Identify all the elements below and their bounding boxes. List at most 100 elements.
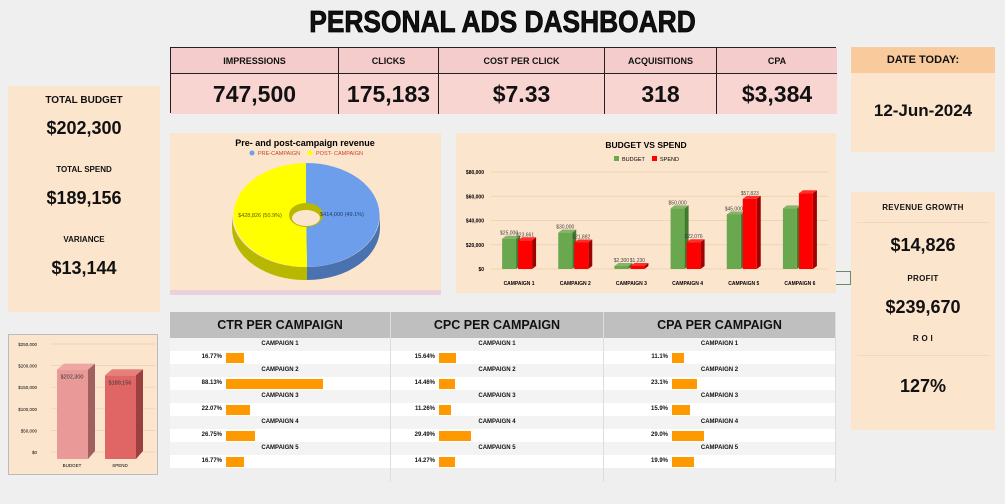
table-row-label: CAMPAIGN 1: [604, 338, 835, 351]
date-label: DATE TODAY:: [851, 47, 995, 73]
row-value: 11.1%: [651, 354, 668, 360]
bar-label: $30,000: [556, 225, 574, 231]
bar-budget: [558, 232, 573, 269]
row-value: 29.0%: [650, 432, 668, 438]
bar-spend: [686, 242, 701, 269]
row-bar: [672, 405, 690, 415]
row-value: 88.13%: [201, 380, 222, 386]
bar-top: [798, 190, 817, 194]
kpi-value-cpa: $3,384: [717, 74, 837, 114]
table-row-label: CAMPAIGN 5: [391, 442, 603, 455]
table-row: 22.07%: [170, 403, 390, 416]
y-tick: $50,000: [21, 428, 38, 433]
y-tick: $150,000: [18, 385, 37, 390]
bar-label: $25,000: [500, 231, 518, 237]
variance-label: VARIANCE: [63, 235, 105, 244]
row-bar: [672, 379, 698, 389]
bar-side: [532, 237, 537, 269]
bar-spend: [574, 242, 589, 269]
bar-label: $57,823: [741, 191, 759, 197]
row-bar: [226, 405, 251, 415]
row-value: 14.27%: [414, 458, 435, 464]
revenue-pie-chart: Pre- and post-campaign revenue PRE-CAMPA…: [170, 133, 441, 295]
table-row: 14.27%: [391, 455, 603, 468]
table-row-label: CAMPAIGN 2: [170, 364, 390, 377]
x-tick: SPEND: [112, 463, 128, 468]
pie-side-post: [232, 215, 307, 281]
bar-side: [136, 369, 143, 459]
bar-label: $2,300: [614, 258, 630, 264]
table-row-label: CAMPAIGN 4: [604, 416, 835, 429]
connector-line: [836, 271, 851, 285]
table-2: CPA PER CAMPAIGN CAMPAIGN 1 11.1% CAMPAIGN…: [604, 312, 836, 482]
legend-budget: BUDGET: [622, 157, 646, 163]
bar-budget: [726, 214, 741, 269]
kpi-value-cpc: $7.33: [439, 74, 605, 114]
kpi-label-cpa: CPA: [717, 48, 837, 74]
kpi-label-impressions: IMPRESSIONS: [171, 48, 339, 74]
row-bar: [672, 353, 685, 363]
y-tick: $80,000: [466, 170, 484, 176]
y-tick: $100,000: [18, 407, 37, 412]
kpi-value-clicks: 175,183: [339, 74, 439, 114]
revenue-summary-panel: REVENUE GROWTH $14,826 PROFIT $239,670 R…: [851, 192, 995, 430]
row-value: 19.9%: [650, 458, 668, 464]
table-row-label: CAMPAIGN 2: [391, 364, 603, 377]
legend-pre-marker: [249, 150, 255, 156]
bar-spend: [630, 266, 645, 269]
bar-budget: [614, 266, 629, 269]
bar-spend: [798, 193, 813, 269]
bar-top: [630, 263, 649, 266]
bar-side: [88, 363, 95, 459]
profit-label: PROFIT: [907, 274, 939, 283]
row-value: 22.07%: [201, 406, 222, 412]
table-row-label: CAMPAIGN 5: [604, 442, 835, 455]
legend-post: POST- CAMPAIGN: [316, 151, 363, 157]
roi-value: 127%: [899, 376, 947, 396]
bar-top: [614, 263, 633, 266]
y-tick: $20,000: [466, 243, 484, 249]
bar-top: [670, 205, 689, 209]
table-row: 11.26%: [391, 403, 603, 416]
row-value: 14.46%: [414, 380, 435, 386]
row-bar: [439, 431, 472, 441]
bar-side: [812, 190, 817, 269]
kpi-label-acquisitions: ACQUISITIONS: [605, 48, 717, 74]
total-spend-value: $189,156: [46, 188, 122, 208]
x-tick: BUDGET: [63, 463, 82, 468]
bar-top: [742, 195, 761, 199]
bar-label: $22,076: [685, 234, 703, 240]
table-row-label: CAMPAIGN 1: [170, 338, 390, 351]
table-row: 14.46%: [391, 377, 603, 390]
bar-label: $23,661: [516, 232, 534, 238]
row-bar: [439, 353, 457, 363]
campaign-tables: CTR PER CAMPAIGN CAMPAIGN 1 16.77% CAMPAIG…: [170, 312, 836, 482]
bar-top: [57, 363, 95, 370]
date-panel: DATE TODAY: 12-Jun-2024: [851, 47, 995, 152]
table-title: CTR PER CAMPAIGN: [170, 312, 390, 338]
pie-side-pre: [307, 215, 380, 280]
x-tick: CAMPAIGN 5: [728, 281, 759, 287]
table-row: 15.9%: [604, 403, 835, 416]
table-row-label: CAMPAIGN 3: [391, 390, 603, 403]
table-row-label: CAMPAIGN 1: [391, 338, 603, 351]
total-budget-value: $202,300: [46, 118, 122, 138]
y-tick: $0: [478, 267, 484, 273]
table-row-label: CAMPAIGN 4: [170, 416, 390, 429]
pie-title: Pre- and post-campaign revenue: [235, 138, 375, 148]
legend-spend-marker: [652, 156, 657, 161]
total-budget-label: TOTAL BUDGET: [45, 95, 123, 106]
row-value: 15.64%: [414, 354, 435, 360]
x-tick: CAMPAIGN 6: [784, 281, 815, 287]
table-row-label: CAMPAIGN 5: [170, 442, 390, 455]
bar-spend: [742, 198, 757, 269]
row-bar: [226, 431, 256, 441]
table-title: CPC PER CAMPAIGN: [391, 312, 603, 338]
bar-side: [644, 263, 649, 269]
pie-slice-post: [233, 163, 307, 268]
bar-side: [588, 239, 593, 269]
row-value: 11.26%: [414, 406, 435, 412]
revenue-growth-value: $14,826: [890, 235, 956, 255]
bar-label: $202,300: [61, 375, 84, 381]
table-row: 15.64%: [391, 351, 603, 364]
